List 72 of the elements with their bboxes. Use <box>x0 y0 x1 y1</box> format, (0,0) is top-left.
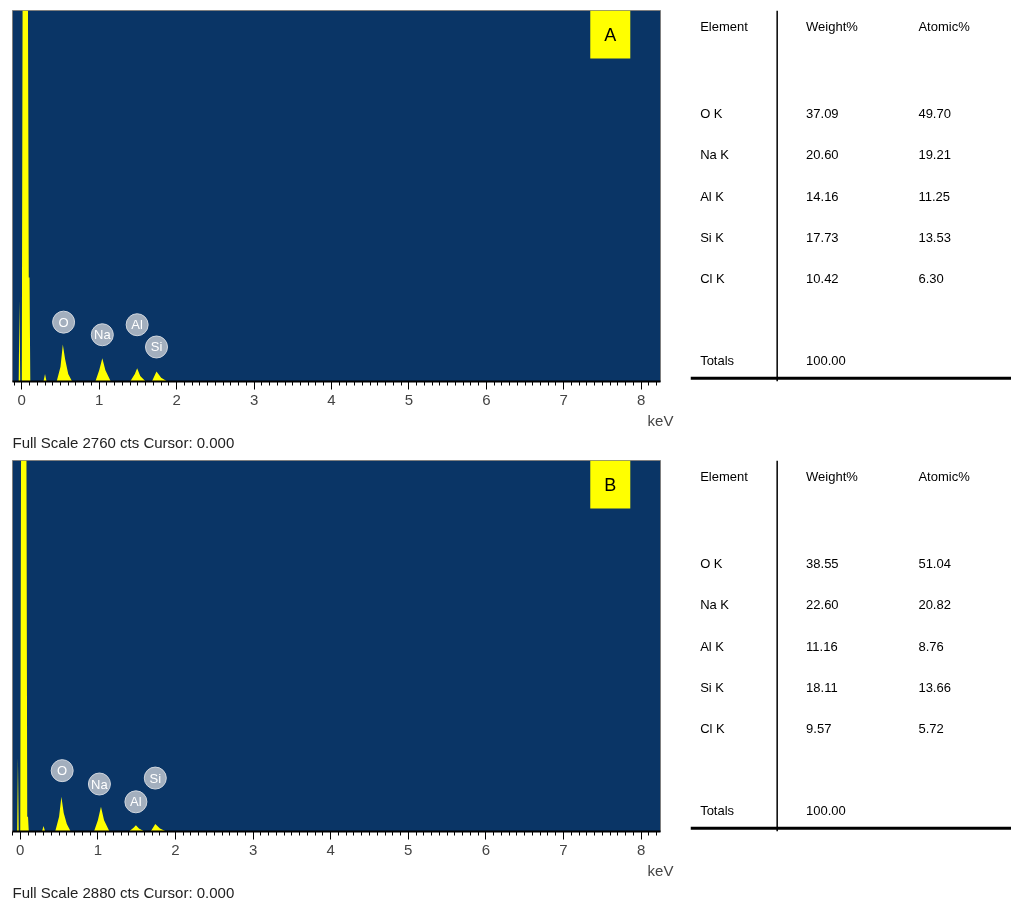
x-axis-title: keV <box>647 411 674 429</box>
text: Full Scale 2760 cts Cursor: 0.000 <box>12 433 235 451</box>
category-label: Cl K <box>700 270 725 286</box>
text: 20.60 <box>806 147 839 163</box>
category-label: Na K <box>700 597 730 613</box>
category-label: Atomic% <box>918 469 971 485</box>
annotation: Si <box>150 339 163 355</box>
x-tick-label: 7 <box>559 840 568 858</box>
x-tick-label: 2 <box>172 390 181 408</box>
category-label: Al K <box>700 638 724 654</box>
text: 8.76 <box>918 638 944 654</box>
category-label: Al K <box>700 188 724 204</box>
text: 5.72 <box>918 720 944 736</box>
category-label: Cl K <box>700 720 725 736</box>
text: 18.11 <box>806 679 838 695</box>
x-tick-label: 3 <box>248 840 258 858</box>
text: Element <box>700 19 749 35</box>
x-tick-label: 4 <box>326 840 335 858</box>
x-tick-label: 6 <box>482 390 491 408</box>
text: Element <box>700 469 749 485</box>
annotation: O <box>57 763 68 779</box>
text: 11.16 <box>806 638 838 654</box>
category-label: Totals <box>700 803 735 819</box>
text: 51.04 <box>918 556 951 572</box>
category-label: Atomic% <box>918 19 971 35</box>
x-axis-title: keV <box>647 861 674 879</box>
annotation: Na <box>91 776 109 792</box>
text: 11.25 <box>918 188 950 204</box>
text: 49.70 <box>918 106 951 122</box>
text: Full Scale 2880 cts Cursor: 0.000 <box>12 883 235 899</box>
text: B <box>604 474 617 495</box>
annotation: Al <box>131 317 144 333</box>
text: 22.60 <box>806 597 839 613</box>
x-tick-label: 5 <box>404 840 413 858</box>
category-label: Si K <box>700 679 724 695</box>
annotation: Al <box>130 794 142 810</box>
text: 100.00 <box>806 353 846 369</box>
text: A <box>604 24 617 45</box>
annotation: O <box>58 314 69 330</box>
text: 10.42 <box>806 270 839 286</box>
x-tick-label: 3 <box>249 390 259 408</box>
text: 13.53 <box>918 229 951 245</box>
text: 13.66 <box>918 679 951 695</box>
category-label: O K <box>700 556 723 572</box>
x-tick-label: 6 <box>481 840 491 858</box>
text: 14.16 <box>806 188 839 204</box>
annotation: Si <box>149 770 162 786</box>
x-tick-label: 0 <box>17 390 26 408</box>
x-tick-label: 7 <box>559 390 568 408</box>
x-tick-label: 4 <box>327 390 336 408</box>
text: 37.09 <box>806 106 839 122</box>
x-tick-label: 5 <box>404 390 414 408</box>
category-label: Totals <box>700 353 735 369</box>
text: 100.00 <box>806 803 846 819</box>
x-tick-label: 8 <box>636 840 646 858</box>
annotation: Na <box>94 327 112 343</box>
x-tick-label: 1 <box>93 840 103 858</box>
x-tick-label: 1 <box>95 390 104 408</box>
text: 19.21 <box>918 147 951 163</box>
category-label: Weight% <box>806 469 859 485</box>
text: 6.30 <box>918 270 944 286</box>
text: 20.82 <box>918 597 951 613</box>
text: 17.73 <box>806 229 839 245</box>
x-tick-label: 0 <box>16 840 25 858</box>
category-label: Weight% <box>806 19 859 35</box>
text: 9.57 <box>806 720 832 736</box>
category-label: Si K <box>700 229 724 245</box>
x-tick-label: 2 <box>171 840 180 858</box>
category-label: Na K <box>700 147 730 163</box>
category-label: O K <box>700 106 723 122</box>
text: 38.55 <box>806 556 839 572</box>
x-tick-label: 8 <box>636 390 646 408</box>
